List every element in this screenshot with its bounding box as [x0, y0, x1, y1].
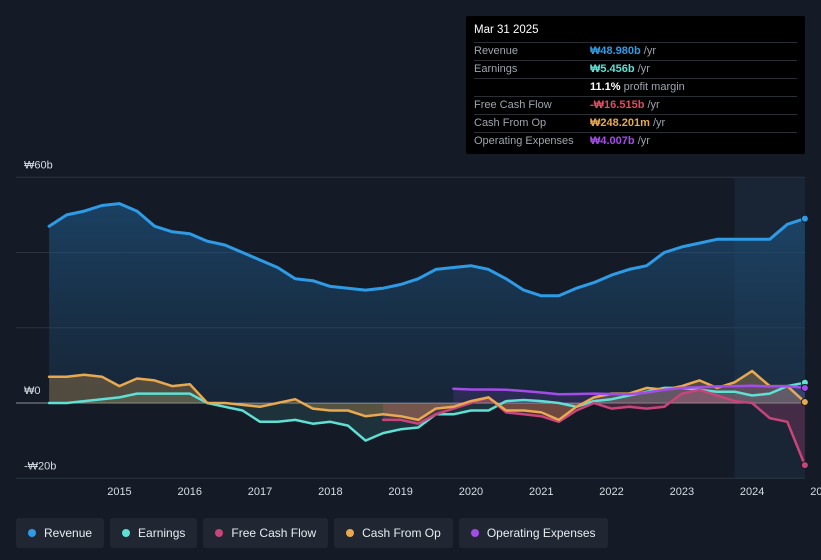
x-tick-label: 2016 — [178, 486, 202, 498]
cash-from-op-line — [47, 369, 807, 422]
tooltip-row: Cash From Op ₩248.201m /yr — [474, 114, 797, 132]
tooltip-row-label: Revenue — [474, 45, 519, 57]
operating-expenses-end-point — [800, 383, 809, 392]
y-tick-label: -₩20b — [24, 460, 56, 472]
revenue-line — [47, 202, 807, 298]
tooltip-row-value: ₩48.980b — [590, 45, 641, 57]
financial-chart: ₩60b ₩0 -₩20b 2015 2016 2017 2018 2019 2020 2021… — [16, 159, 821, 498]
x-tick-label: 2020 — [459, 486, 483, 498]
y-tick-label: ₩0 — [24, 385, 41, 397]
tooltip-row: Operating Expenses ₩4.007b /yr — [474, 132, 797, 150]
free-cash-flow-line — [381, 388, 807, 467]
tooltip-row-value: -₩16.515b — [590, 99, 645, 111]
legend-item-cash-from-op[interactable]: Cash From Op — [334, 518, 453, 548]
legend-label: Earnings — [138, 526, 186, 540]
x-tick-label: 2021 — [529, 486, 553, 498]
data-tooltip: Mar 31 2025 Revenue ₩48.980b /yr Earnings ₩… — [466, 16, 805, 154]
x-tick-label: 2022 — [599, 486, 623, 498]
tooltip-row-label — [474, 79, 590, 96]
tooltip-row-unit: profit margin — [620, 81, 685, 93]
tooltip-row: 11.1% profit margin — [474, 78, 797, 96]
legend-label: Revenue — [44, 526, 93, 540]
x-tick-label: 2023 — [670, 486, 694, 498]
revenue-end-point — [800, 214, 809, 223]
x-tick-label: 2019 — [388, 486, 412, 498]
tooltip-row-unit: /yr — [649, 117, 666, 129]
x-axis-labels: 2015 2016 2017 2018 2019 2020 2021 2022 2023 2024… — [107, 486, 821, 498]
tooltip-row-value: ₩4.007b — [590, 135, 635, 147]
tooltip-row-label: Free Cash Flow — [474, 99, 552, 111]
x-tick-label: 2025 — [810, 486, 821, 498]
earnings-area — [49, 382, 805, 441]
x-tick-label: 2024 — [740, 486, 764, 498]
tooltip-row-label: Operating Expenses — [474, 135, 574, 147]
tooltip-row: Earnings ₩5.456b /yr — [474, 60, 797, 78]
legend-label: Operating Expenses — [486, 526, 596, 540]
free-cash-flow-end-point — [800, 461, 809, 470]
tooltip-row-label: Earnings — [474, 63, 518, 75]
legend-dot-icon — [122, 529, 131, 537]
legend-item-free-cash-flow[interactable]: Free Cash Flow — [203, 518, 329, 548]
tooltip-row: Free Cash Flow -₩16.515b /yr — [474, 96, 797, 114]
y-axis-labels: ₩60b ₩0 -₩20b — [24, 159, 56, 472]
legend-dot-icon — [28, 529, 36, 537]
legend-dot-icon — [470, 529, 479, 537]
legend-dot-icon — [215, 529, 224, 537]
x-tick-label: 2018 — [318, 486, 342, 498]
x-tick-label: 2017 — [248, 486, 272, 498]
cash-from-op-end-point — [800, 398, 809, 407]
operating-expenses-line — [452, 384, 807, 396]
tooltip-row-unit: /yr — [644, 99, 660, 111]
tooltip-row-label: Cash From Op — [474, 117, 547, 129]
x-tick-label: 2015 — [107, 486, 131, 498]
legend-dot-icon — [346, 529, 355, 537]
legend-item-earnings[interactable]: Earnings — [110, 518, 198, 548]
revenue-area — [49, 203, 805, 403]
chart-legend: Revenue Earnings Free Cash Flow Cash From O… — [16, 518, 608, 548]
tooltip-row-unit: /yr — [640, 45, 657, 57]
tooltip-row-value: 11.1% — [590, 81, 621, 93]
legend-label: Cash From Op — [362, 526, 441, 540]
legend-item-revenue[interactable]: Revenue — [16, 518, 105, 548]
tooltip-date: Mar 31 2025 — [474, 24, 539, 36]
legend-item-operating-expenses[interactable]: Operating Expenses — [458, 518, 608, 548]
series-lines — [47, 202, 807, 467]
tooltip-row-unit: /yr — [634, 63, 650, 75]
tooltip-row-value: ₩5.456b — [590, 63, 635, 75]
tooltip-row-unit: /yr — [634, 135, 650, 147]
y-tick-label: ₩60b — [24, 159, 53, 171]
legend-label: Free Cash Flow — [231, 526, 317, 540]
tooltip-row-value: ₩248.201m — [590, 117, 650, 129]
tooltip-row: Revenue ₩48.980b /yr — [474, 42, 797, 60]
series-areas — [49, 203, 805, 466]
series-end-markers — [800, 214, 809, 470]
